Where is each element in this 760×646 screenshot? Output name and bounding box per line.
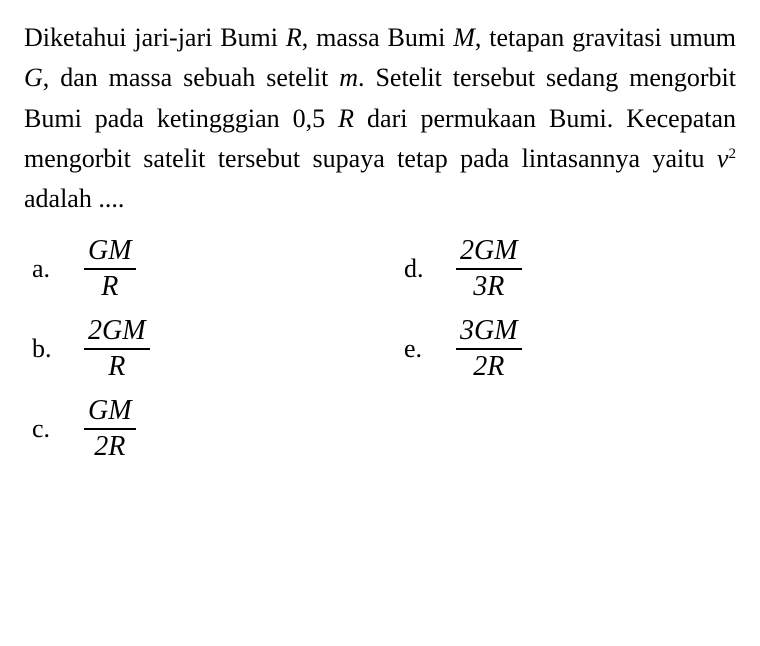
option-e: e. 3GM 2R (404, 309, 736, 389)
text-segment: , dan massa sebuah setelit (43, 63, 339, 92)
option-label: c. (32, 414, 60, 444)
option-a: a. GM R (32, 229, 364, 309)
text-segment: adalah .... (24, 184, 124, 213)
option-label: d. (404, 254, 432, 284)
variable-R: R (286, 23, 302, 52)
variable-G: G (24, 63, 43, 92)
fraction: GM R (84, 235, 136, 303)
numerator: 2GM (456, 235, 522, 268)
fraction: GM 2R (84, 395, 136, 463)
numerator: 3GM (456, 315, 522, 348)
option-c: c. GM 2R (32, 389, 364, 469)
denominator: 3R (456, 268, 522, 303)
denominator: 2R (456, 348, 522, 383)
fraction: 3GM 2R (456, 315, 522, 383)
option-label: b. (32, 334, 60, 364)
option-label: e. (404, 334, 432, 364)
fraction: 2GM 3R (456, 235, 522, 303)
numerator: GM (84, 235, 136, 268)
text-segment: Diketahui jari-jari Bumi (24, 23, 286, 52)
variable-R: R (338, 104, 354, 133)
options-container: a. GM R d. 2GM 3R b. 2GM R e. 3GM 2R c. … (24, 229, 736, 469)
text-segment: , tetapan gravitasi umum (475, 23, 736, 52)
numerator: 2GM (84, 315, 150, 348)
option-b: b. 2GM R (32, 309, 364, 389)
variable-M: M (453, 23, 475, 52)
option-d: d. 2GM 3R (404, 229, 736, 309)
option-label: a. (32, 254, 60, 284)
text-segment: , massa Bumi (302, 23, 453, 52)
numerator: GM (84, 395, 136, 428)
exponent: 2 (728, 146, 736, 162)
denominator: R (84, 268, 136, 303)
denominator: R (84, 348, 150, 383)
fraction: 2GM R (84, 315, 150, 383)
denominator: 2R (84, 428, 136, 463)
question-text: Diketahui jari-jari Bumi R, massa Bumi M… (24, 18, 736, 219)
variable-v: v (717, 144, 729, 173)
variable-m: m (339, 63, 358, 92)
